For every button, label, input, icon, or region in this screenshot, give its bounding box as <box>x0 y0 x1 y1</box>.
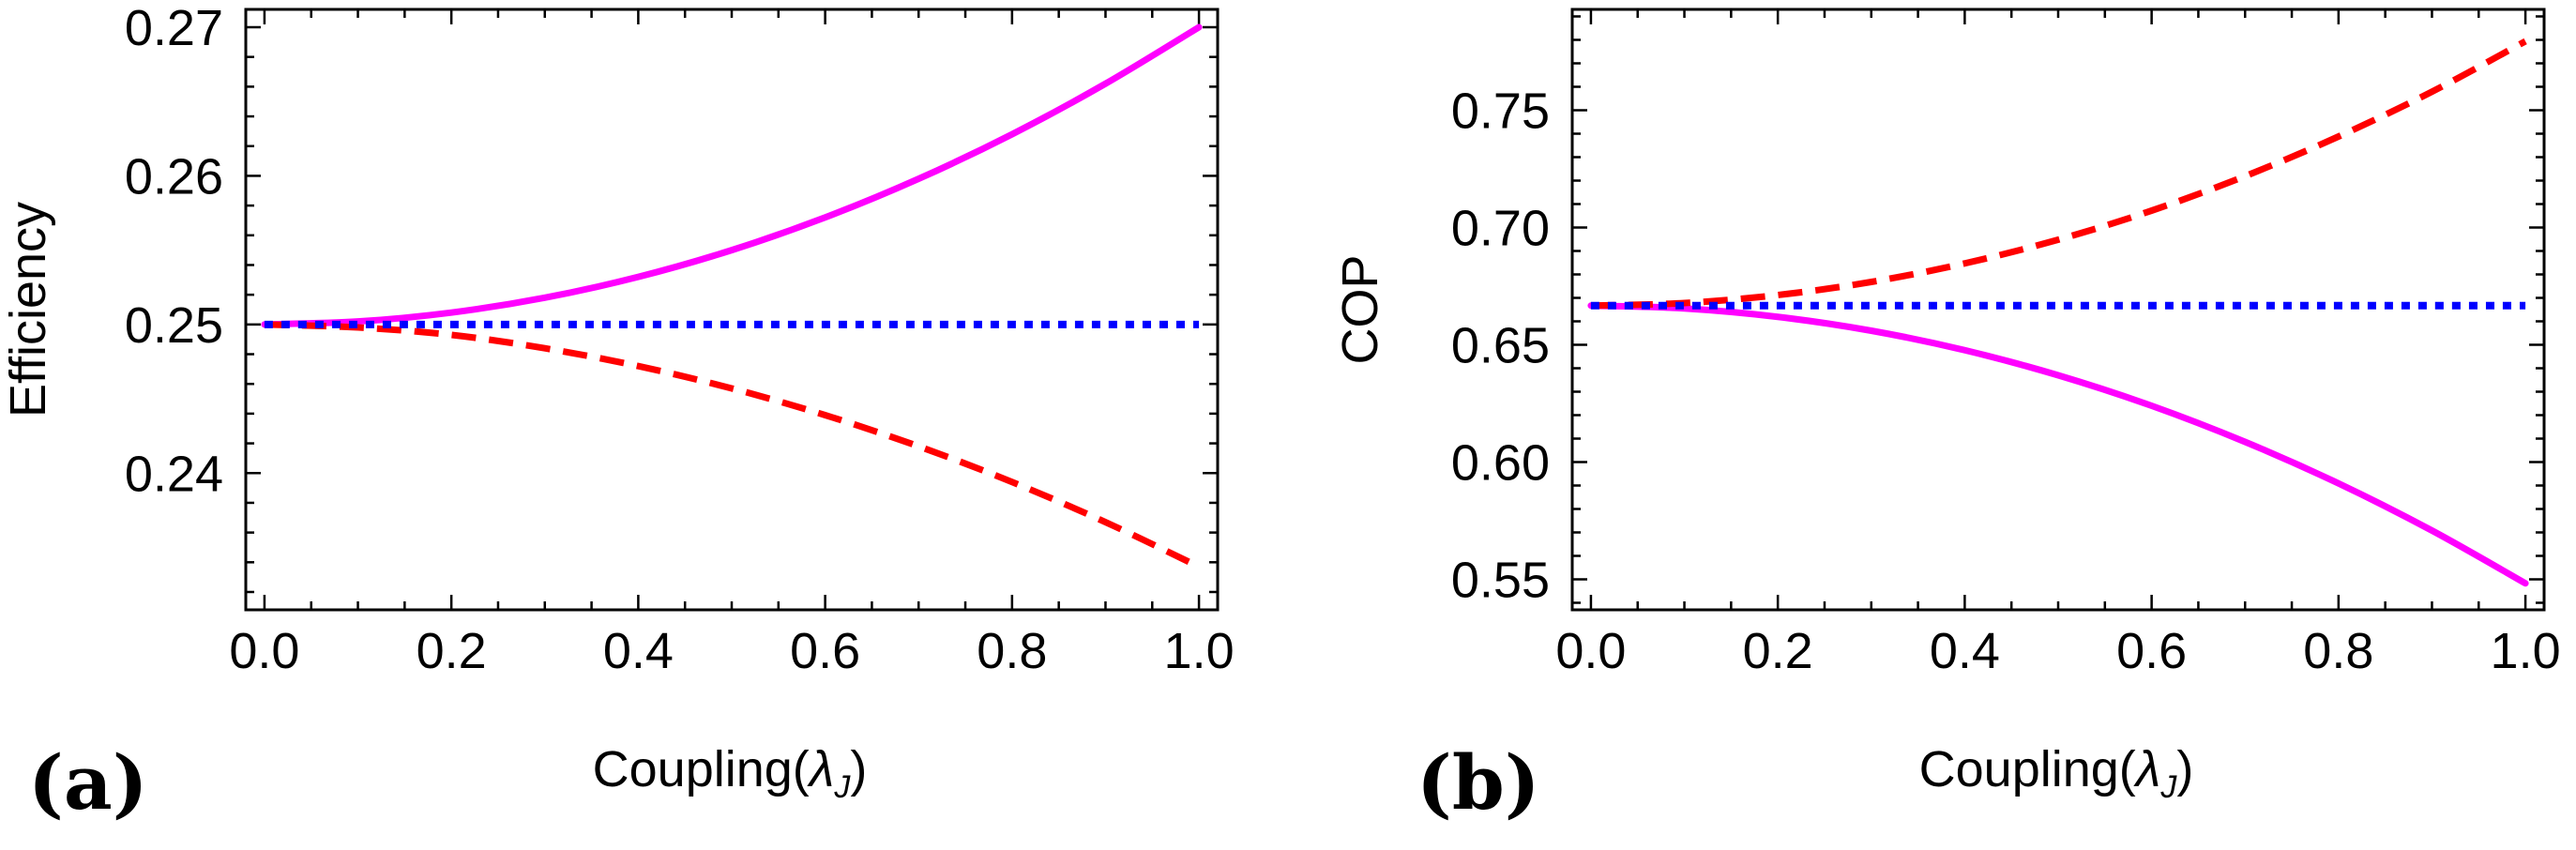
panel-a-x-tick-label: 1.0 <box>1164 623 1235 679</box>
panel-b-x-tick-label: 0.8 <box>2303 623 2373 679</box>
panel-a-x-tick-label: 0.8 <box>977 623 1047 679</box>
panel-a: 0.0 0.2 0.4 0.6 0.8 1.0 0.24 0.25 0.26 0.27 Effi… <box>0 0 1235 827</box>
panel-a-label: (a) <box>28 738 148 827</box>
panel-b-curves <box>1587 38 2529 587</box>
panel-a-y-tick-labels: 0.24 0.25 0.26 0.27 <box>125 0 223 502</box>
panel-a-y-tick-label: 0.24 <box>125 446 223 502</box>
panel-b-y-axis-label: COP <box>1332 254 1388 364</box>
panel-b-label: (b) <box>1417 738 1540 827</box>
panel-b-y-tick-label: 0.55 <box>1451 553 1550 609</box>
panel-b-series-dashed <box>1590 38 2527 310</box>
panel-a-x-tick-label: 0.2 <box>417 623 487 679</box>
panel-b-x-tick-label: 0.6 <box>2116 623 2187 679</box>
panel-a-y-tick-label: 0.27 <box>125 0 223 56</box>
panel-a-x-tick-label: 0.4 <box>603 623 674 679</box>
panel-b-x-tick-label: 0.0 <box>1555 623 1626 679</box>
panel-b-y-tick-labels: 0.55 0.60 0.65 0.70 0.75 <box>1451 83 1550 609</box>
panel-b-y-tick-label: 0.60 <box>1451 435 1550 492</box>
panel-b: 0.0 0.2 0.4 0.6 0.8 1.0 0.550.600.650.700.75 … <box>1332 8 2561 827</box>
panel-b-x-axis-label: Coupling(λJ) <box>1919 741 2194 805</box>
panel-a-ticks <box>246 9 1218 610</box>
panel-b-y-tick-label: 0.75 <box>1451 83 1550 140</box>
panel-b-x-tick-label: 0.4 <box>1930 623 2000 679</box>
panel-a-series-solid <box>261 23 1203 328</box>
panel-b-y-tick-label: 0.65 <box>1451 318 1550 374</box>
panel-b-x-tick-labels: 0.0 0.2 0.4 0.6 0.8 1.0 <box>1555 623 2560 679</box>
panel-b-x-tick-label: 1.0 <box>2491 623 2561 679</box>
panel-a-curves <box>261 23 1203 570</box>
panel-a-x-tick-labels: 0.0 0.2 0.4 0.6 0.8 1.0 <box>229 623 1234 679</box>
panel-a-x-tick-label: 0.6 <box>790 623 860 679</box>
panel-b-series-solid <box>1587 302 2529 587</box>
panel-b-y-tick-label: 0.70 <box>1451 201 1550 257</box>
panel-a-series-dashed <box>264 321 1201 570</box>
panel-a-y-tick-label: 0.26 <box>125 148 223 205</box>
panel-a-x-tick-label: 0.0 <box>229 623 299 679</box>
panel-a-y-axis-label: Efficiency <box>0 202 56 417</box>
panel-a-y-tick-label: 0.25 <box>125 297 223 354</box>
panel-b-x-tick-label: 0.2 <box>1743 623 1813 679</box>
panel-a-x-axis-label: Coupling(λJ) <box>593 741 868 805</box>
panel-b-ticks <box>1572 9 2544 610</box>
